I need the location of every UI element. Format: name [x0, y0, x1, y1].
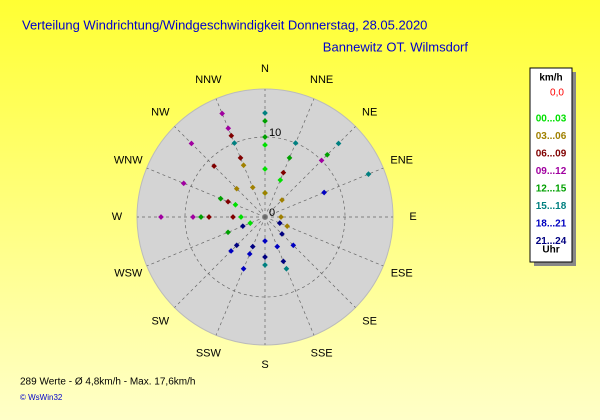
legend-entry: 12...15 [536, 184, 567, 195]
legend-box [529, 67, 573, 263]
wind-point [284, 223, 291, 230]
wind-point [180, 180, 187, 187]
wind-point [286, 155, 293, 161]
wind-point [217, 195, 224, 202]
direction-label: W [112, 211, 123, 223]
direction-label: E [409, 211, 416, 223]
direction-label: SSW [196, 348, 222, 360]
wind-point [249, 243, 256, 250]
wind-point [211, 163, 217, 169]
r-tick-label: 0 [269, 207, 275, 219]
wind-point [249, 184, 256, 191]
wind-point [225, 229, 231, 236]
wind-point [240, 265, 247, 272]
wind-point [278, 214, 284, 220]
wind-point [228, 132, 235, 139]
direction-label: WSW [114, 268, 143, 280]
wind-point [335, 140, 342, 147]
wind-point [232, 201, 239, 208]
legend-entry: 00...03 [536, 114, 567, 125]
credit: © WsWin32 [20, 393, 63, 402]
wind-point [230, 214, 236, 220]
wind-point [262, 110, 268, 116]
legend-calm: 0,0 [550, 88, 564, 99]
footer: 289 Werte - Ø 4,8km/h - Max. 17,6km/h [20, 377, 195, 388]
wind-point [262, 190, 268, 196]
wind-point [280, 169, 287, 176]
wind-point [219, 110, 225, 117]
direction-label: SE [362, 316, 377, 328]
wind-point [190, 214, 196, 220]
wind-point [225, 198, 231, 205]
legend-entry: 21...24 [536, 236, 567, 247]
legend-entry: 09...12 [536, 166, 567, 177]
wind-point [276, 220, 283, 226]
wind-point [318, 157, 325, 164]
legend-entry: 03...06 [536, 131, 567, 142]
wind-point [324, 151, 331, 158]
wind-point [279, 197, 285, 203]
wind-point [228, 248, 234, 254]
wind-point [274, 243, 281, 250]
wind-point [280, 258, 287, 265]
direction-label: NNW [195, 74, 222, 86]
wind-point [158, 214, 164, 220]
chart-subtitle: Bannewitz OT. Wilmsdorf [323, 39, 469, 54]
wind-point [237, 155, 244, 161]
legend-entry: 15...18 [536, 201, 567, 212]
direction-label: ENE [390, 154, 413, 166]
wind-point [283, 265, 290, 272]
direction-label: SW [151, 316, 169, 328]
wind-point [262, 118, 268, 124]
direction-label: N [261, 63, 269, 75]
wind-point [240, 162, 247, 169]
wind-point [262, 166, 268, 172]
r-tick-label: 10 [269, 127, 281, 139]
wind-point [292, 140, 299, 146]
wind-point [233, 185, 240, 192]
legend-footer: Uhr [542, 245, 559, 256]
wind-point [198, 214, 204, 220]
wind-point [231, 140, 238, 146]
wind-point [279, 231, 285, 237]
chart-title: Verteilung Windrichtung/Windgeschwindigk… [22, 17, 427, 32]
wind-point [262, 254, 268, 260]
wind-point [365, 171, 372, 177]
direction-label: S [261, 359, 268, 371]
grid-ring [184, 136, 346, 298]
wind-point [262, 262, 268, 268]
wind-point [262, 142, 268, 148]
wind-point [188, 140, 195, 147]
legend-title: km/h [539, 73, 562, 84]
direction-label: ESE [391, 268, 413, 280]
direction-label: NE [362, 106, 377, 118]
legend-entry: 06...09 [536, 149, 567, 160]
legend-entry: 18...21 [536, 219, 567, 230]
wind-point [238, 214, 244, 220]
direction-label: SSE [311, 348, 333, 360]
direction-label: NW [151, 106, 170, 118]
wind-point [262, 238, 268, 244]
direction-label: NNE [310, 74, 333, 86]
wind-point [247, 220, 254, 226]
wind-point [321, 189, 327, 196]
direction-label: WNW [114, 154, 143, 166]
wind-point [277, 177, 284, 183]
wind-point [290, 242, 297, 249]
wind-point [262, 134, 268, 140]
wind-point [206, 214, 212, 220]
wind-point [246, 251, 253, 257]
wind-point [239, 223, 246, 230]
wind-point [233, 242, 240, 249]
